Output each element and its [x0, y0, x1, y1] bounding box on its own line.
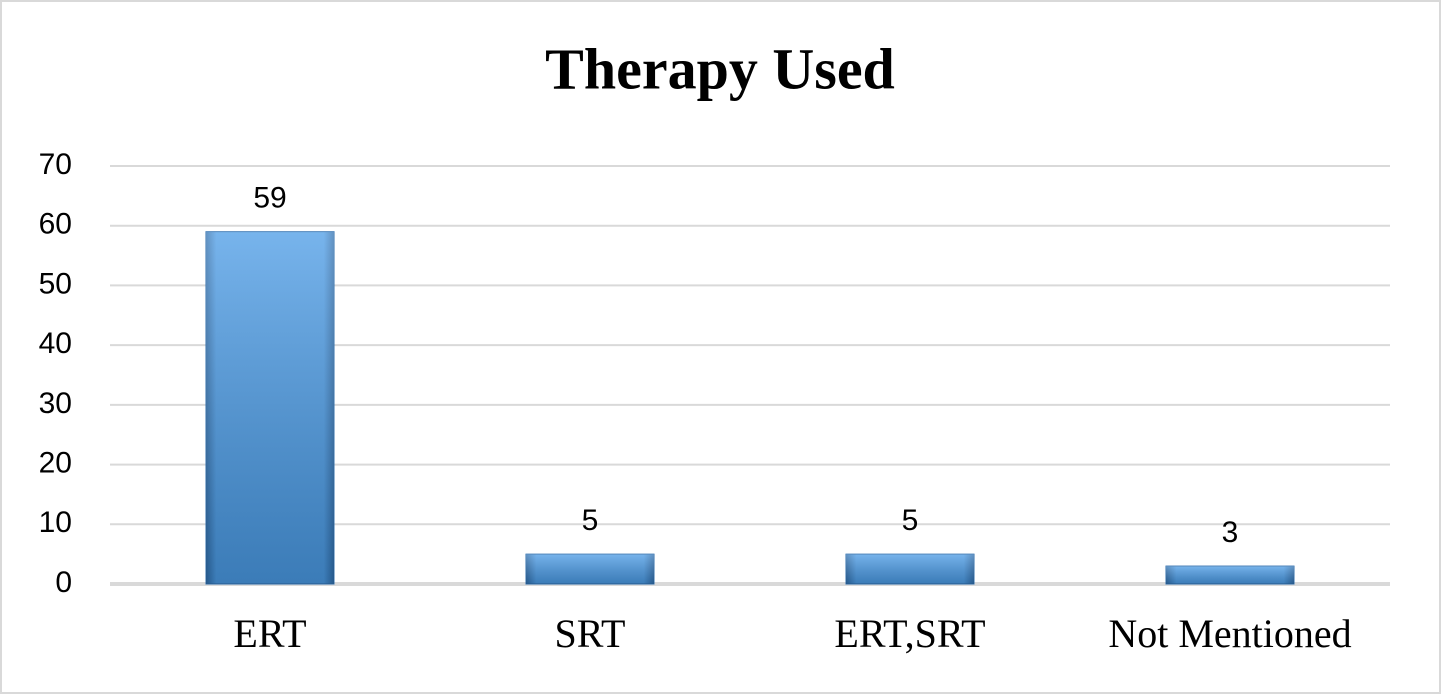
x-tick-label: ERT,SRT — [834, 611, 985, 656]
data-label: 5 — [902, 504, 919, 537]
bar — [1165, 565, 1295, 585]
y-tick-label: 30 — [39, 387, 72, 420]
y-tick-label: 10 — [39, 506, 72, 539]
y-tick-label: 60 — [39, 208, 72, 241]
bar — [205, 231, 335, 585]
y-tick-label: 0 — [55, 566, 72, 599]
x-tick-label: SRT — [555, 611, 626, 656]
bar — [525, 553, 655, 585]
bar — [845, 553, 975, 585]
x-tick-label: ERT — [233, 611, 306, 656]
x-tick-label: Not Mentioned — [1108, 611, 1351, 656]
data-label: 5 — [582, 504, 599, 537]
y-tick-label: 40 — [39, 327, 72, 360]
y-tick-label: 70 — [39, 148, 72, 181]
y-tick-label: 20 — [39, 446, 72, 479]
y-tick-label: 50 — [39, 267, 72, 300]
data-label: 3 — [1222, 516, 1239, 549]
data-label: 59 — [253, 182, 286, 215]
chart-title: Therapy Used — [545, 36, 895, 101]
